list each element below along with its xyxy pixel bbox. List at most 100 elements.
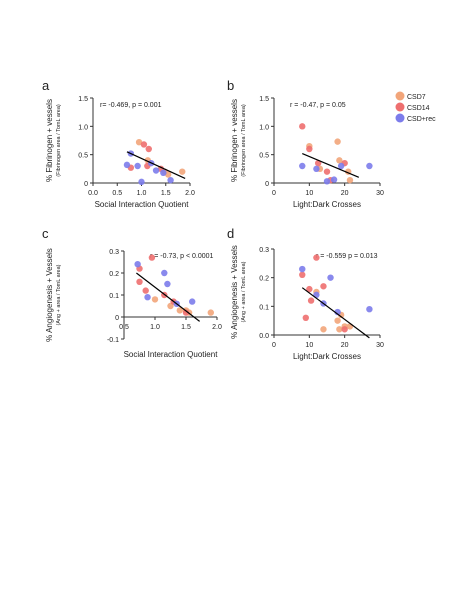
y-axis-sublabel: (Fibrinogen area / TomL area) [241,104,247,177]
y-tick-label: 0 [84,181,88,188]
data-point [182,309,190,316]
panel-c: c -0.1 0 0.1 0.2 0.3 0.5 1.0 1.5 2.0 Social Intera… [42,226,222,359]
data-point [302,314,309,321]
y-tick-label: 0 [265,181,269,188]
x-axis-label: Social Interaction Quotient [124,350,219,359]
data-point [307,297,315,304]
y-axis-sublabel: (Ang + area / TomL area) [241,261,247,322]
series-csd14 [127,141,165,173]
data-point [134,261,141,268]
y-tick-label: 1.0 [259,124,269,131]
panel-d: d 0.0 0.1 0.2 0.3 0 10 20 30 Light:Dark Crosses % … [227,226,384,361]
panel-a: a 0 0.5 1.0 1.5 0.0 0.5 1.0 1.5 2.0 Social Interac… [42,78,195,209]
data-point [176,307,183,314]
x-tick-label: 0.5 [119,324,129,331]
data-point [299,271,306,278]
y-tick-label: 0.0 [259,333,269,340]
data-point [207,309,214,316]
data-point [334,138,341,145]
y-axis-label: % Angiogenesis + Vessels [45,248,54,342]
legend-marker [395,102,405,112]
x-tick-label: 10 [305,342,313,349]
data-point [366,306,373,313]
data-point [299,162,306,170]
data-point [320,283,327,290]
x-tick-label: 1.5 [181,324,191,331]
data-point [341,326,348,333]
y-axis-label: % Fibrinogen + vessels [45,99,54,182]
y-tick-label: 0.1 [109,293,119,300]
data-point [334,308,341,316]
data-point [136,278,143,285]
series-csd7 [306,138,354,184]
y-tick-label: 0.1 [259,304,269,311]
x-tick-label: 20 [341,342,349,349]
series-csd14 [299,123,348,184]
data-point [161,269,168,277]
data-point [152,167,160,174]
data-point [336,326,343,333]
stat-annotation: r = -0.559 p = 0.013 [316,253,378,260]
legend-label: CSD+rec [407,116,436,123]
x-tick-label: 0 [272,342,276,349]
x-tick-label: 30 [376,190,384,197]
x-tick-label: 1.5 [161,190,171,197]
data-point [334,317,341,324]
panel-letter: b [227,78,234,93]
data-point [314,159,322,167]
data-point [167,176,174,184]
series-csd7 [135,139,186,178]
data-point [123,161,131,169]
data-point [327,274,334,281]
y-tick-label: 0.3 [259,247,269,254]
x-tick-label: 2.0 [185,190,195,197]
series-csd-rec [134,261,196,307]
data-point [160,169,167,176]
data-point [148,254,156,261]
x-tick-label: 30 [376,342,384,349]
x-axis-label: Social Interaction Quotient [95,200,190,209]
data-point [337,162,345,170]
data-point [320,326,327,333]
x-tick-label: 2.0 [212,324,222,331]
x-axis-label: Light:Dark Crosses [293,200,361,209]
data-point [145,145,152,153]
series-csd14 [299,254,348,333]
y-tick-label: 0.2 [109,271,119,278]
data-point [144,294,151,301]
x-tick-label: 10 [305,190,313,197]
panel-letter: d [227,226,234,241]
data-point [306,285,313,293]
data-point [336,157,343,164]
x-axis-label: Light:Dark Crosses [293,352,361,361]
y-tick-label: 0 [115,315,119,322]
y-axis-label: % Angiogenesis + Vessels [230,245,239,339]
data-point [142,287,149,294]
data-point [323,168,331,175]
data-point [151,296,159,303]
stat-annotation: r = -0.73, p < 0.0001 [150,253,214,260]
data-point [189,298,196,305]
data-point [299,123,306,130]
x-tick-label: 0.5 [112,190,122,197]
y-axis-sublabel: (Fibrinogen area / TomL area) [56,104,62,177]
regression-line [301,287,370,339]
stat-annotation: r= -0.469, p = 0.001 [100,102,162,109]
data-point [313,165,320,173]
legend-label: CSD7 [407,94,426,101]
y-axis-label: % Fibrinogen + vessels [230,99,239,182]
y-tick-label: 0.5 [78,153,88,160]
panel-letter: a [42,78,50,93]
panel-b: b 0 0.5 1.0 1.5 0 10 20 30 Light:Dark Crosses % Fi… [227,78,384,209]
x-tick-label: 0 [272,190,276,197]
data-point [164,280,171,288]
data-point [323,178,331,185]
data-point [313,254,320,261]
data-point [138,178,145,186]
x-tick-label: 20 [341,190,349,197]
data-point [306,145,313,153]
x-tick-label: 1.0 [150,324,160,331]
panel-letter: c [42,226,49,241]
